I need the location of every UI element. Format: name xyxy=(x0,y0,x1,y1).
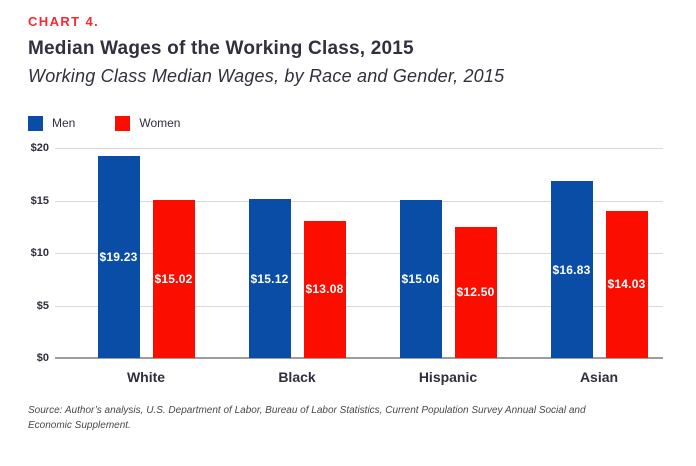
legend-item-women: Women xyxy=(115,115,181,131)
chart-subtitle: Working Class Median Wages, by Race and … xyxy=(28,66,505,86)
bar-women-black: $13.08 xyxy=(303,220,346,358)
bar-value-label: $12.50 xyxy=(456,285,495,300)
bar-chart: $0 $5 $10 $15 $20 $19.23 $15.02 White $15.12 $13.… xyxy=(28,142,678,391)
x-axis-line xyxy=(55,357,663,359)
y-tick-label: $15 xyxy=(30,194,49,207)
y-tick-label: $5 xyxy=(36,299,49,312)
y-tick-label: $0 xyxy=(36,352,49,364)
bar-value-label: $16.83 xyxy=(552,262,591,277)
legend-label-men: Men xyxy=(52,116,76,130)
source-note: Source: Author’s analysis, U.S. Departme… xyxy=(28,405,586,431)
bar-women-hispanic: $12.50 xyxy=(454,226,497,358)
bar-value-label: $15.02 xyxy=(154,272,193,287)
x-category-label-black: Black xyxy=(278,369,316,385)
x-category-label-white: White xyxy=(126,369,166,385)
gridline xyxy=(55,200,663,202)
bar-women-white: $15.02 xyxy=(152,200,195,358)
bar-women-asian: $14.03 xyxy=(605,210,648,358)
bar-men-asian: $16.83 xyxy=(550,181,593,358)
bar-value-label: $15.06 xyxy=(401,271,440,286)
chart-figure: CHART 4. Median Wages of the Working Cla… xyxy=(28,14,696,431)
chart-number-label: CHART 4. xyxy=(28,14,100,29)
bar-value-label: $15.12 xyxy=(250,271,289,286)
x-category-label-asian: Asian xyxy=(579,369,619,385)
y-tick-label: $20 xyxy=(30,142,49,154)
bar-men-hispanic: $15.06 xyxy=(399,199,442,358)
y-tick-label: $10 xyxy=(30,247,49,259)
men-color-swatch xyxy=(28,115,43,131)
bar-value-label: $19.23 xyxy=(99,250,138,265)
women-color-swatch xyxy=(115,115,131,131)
gridline xyxy=(55,148,663,149)
chart-title: Median Wages of the Working Class, 2015 xyxy=(28,38,414,59)
bar-men-black: $15.12 xyxy=(248,199,291,358)
bar-value-label: $14.03 xyxy=(607,277,646,292)
legend-item-men: Men xyxy=(28,115,76,131)
bar-value-label: $13.08 xyxy=(305,282,344,297)
gridline xyxy=(55,253,663,254)
x-category-label-hispanic: Hispanic xyxy=(418,369,478,385)
legend-label-women: Women xyxy=(139,116,181,130)
gridline xyxy=(55,305,663,307)
legend: Men Women xyxy=(28,115,696,131)
bar-men-white: $19.23 xyxy=(97,156,140,358)
